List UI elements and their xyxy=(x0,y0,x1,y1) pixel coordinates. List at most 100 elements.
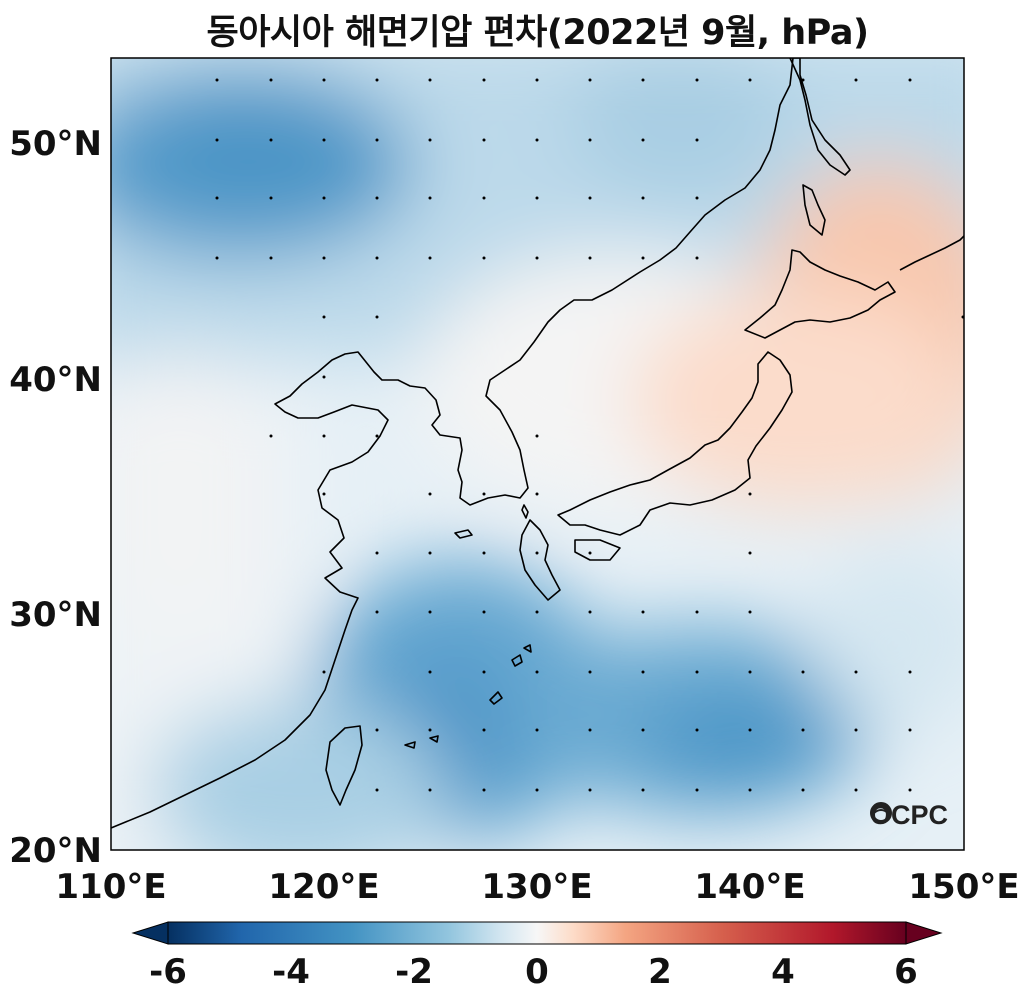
stipple-dot xyxy=(695,610,699,614)
colorbar: -6 -4 -2 0 2 4 6 xyxy=(131,921,943,992)
stipple-dot xyxy=(375,788,379,792)
stipple-dot xyxy=(322,670,326,674)
x-tick-label: 150°E xyxy=(908,867,1019,907)
stipple-dot xyxy=(322,78,326,82)
stipple-dot xyxy=(908,788,912,792)
x-tick-label: 130°E xyxy=(481,867,592,907)
colorbar-tick: -4 xyxy=(272,952,310,992)
stipple-dot xyxy=(322,138,326,142)
stipple-dot xyxy=(854,788,858,792)
stipple-dot xyxy=(375,315,379,319)
stipple-dot xyxy=(641,138,645,142)
stipple-dot xyxy=(215,196,219,200)
stipple-dot xyxy=(375,78,379,82)
stipple-dot xyxy=(428,138,432,142)
stipple-dot xyxy=(748,610,752,614)
ocpc-logo: OCPC xyxy=(870,800,948,830)
stipple-dot xyxy=(695,728,699,732)
stipple-dot xyxy=(908,728,912,732)
stipple-dot xyxy=(375,610,379,614)
stipple-dot xyxy=(588,610,592,614)
stipple-dot xyxy=(482,551,486,555)
stipple-dot xyxy=(535,492,539,496)
stipple-dot xyxy=(375,196,379,200)
stipple-dot xyxy=(535,78,539,82)
stipple-dot xyxy=(375,551,379,555)
colorbar-tick: -2 xyxy=(395,952,433,992)
colorbar-tick: 4 xyxy=(771,952,795,992)
stipple-dot xyxy=(588,670,592,674)
stipple-dot xyxy=(588,196,592,200)
stipple-dot xyxy=(322,492,326,496)
stipple-dot xyxy=(535,434,539,438)
stipple-dot xyxy=(748,551,752,555)
stipple-dot xyxy=(322,375,326,379)
coastlines xyxy=(111,58,964,829)
stipple-dot xyxy=(695,138,699,142)
x-tick-label: 120°E xyxy=(268,867,379,907)
stipple-dot xyxy=(588,728,592,732)
stipple-dot xyxy=(535,788,539,792)
map-frame xyxy=(110,57,965,851)
x-tick-label: 140°E xyxy=(694,867,805,907)
stipple-dot xyxy=(801,670,805,674)
stipple-dot xyxy=(588,78,592,82)
stipple-dot xyxy=(535,196,539,200)
stipple-dot xyxy=(695,788,699,792)
stipple-dot xyxy=(322,315,326,319)
stipple-dot xyxy=(535,256,539,260)
stipple-dot xyxy=(428,551,432,555)
y-tick-label: 30°N xyxy=(9,595,102,635)
stipple-dot xyxy=(269,78,273,82)
logo-text: OCPC xyxy=(870,800,948,830)
stipple-dot xyxy=(588,551,592,555)
stipple-dot xyxy=(322,434,326,438)
stipple-dot xyxy=(482,610,486,614)
stipple-dot xyxy=(269,138,273,142)
stipple-dot xyxy=(269,434,273,438)
stipple-dot xyxy=(428,78,432,82)
stipple-dot xyxy=(322,196,326,200)
stipple-dot xyxy=(428,256,432,260)
stipple-dot xyxy=(269,196,273,200)
page-title: 동아시아 해면기압 편차(2022년 9월, hPa) xyxy=(206,13,869,53)
stipple-dot xyxy=(588,138,592,142)
stipple-dot xyxy=(801,788,805,792)
stipple-dot xyxy=(428,196,432,200)
stipple-dot xyxy=(428,492,432,496)
y-tick-label: 20°N xyxy=(9,831,102,871)
stipple-dot xyxy=(641,256,645,260)
stipple-dot xyxy=(482,788,486,792)
stipple-dot xyxy=(322,256,326,260)
stipple-dot xyxy=(908,670,912,674)
stipple-dot xyxy=(482,728,486,732)
colorbar-gradient xyxy=(167,921,907,945)
stipple-dot xyxy=(908,78,912,82)
stipple-dot xyxy=(535,728,539,732)
stipple-dot xyxy=(375,728,379,732)
colorbar-tick: 6 xyxy=(894,952,918,992)
stipple-dot xyxy=(854,78,858,82)
stipple-dot xyxy=(375,256,379,260)
x-tick-label: 110°E xyxy=(55,867,166,907)
stipple-dot xyxy=(854,728,858,732)
stipple-dot xyxy=(854,670,858,674)
colorbar-extend-high xyxy=(905,921,943,945)
stipple-dot xyxy=(588,256,592,260)
stipple-dot xyxy=(375,138,379,142)
colorbar-tick: -6 xyxy=(149,952,187,992)
colorbar-tick: 2 xyxy=(648,952,672,992)
stipple-dot xyxy=(482,78,486,82)
significance-dots xyxy=(215,78,964,792)
stipple-dot xyxy=(269,256,273,260)
stipple-dot xyxy=(641,728,645,732)
colorbar-extend-low xyxy=(131,921,169,945)
stipple-dot xyxy=(482,256,486,260)
stipple-dot xyxy=(695,670,699,674)
stipple-dot xyxy=(535,610,539,614)
stipple-dot xyxy=(428,728,432,732)
stipple-dot xyxy=(801,728,805,732)
stipple-dot xyxy=(641,788,645,792)
stipple-dot xyxy=(215,78,219,82)
